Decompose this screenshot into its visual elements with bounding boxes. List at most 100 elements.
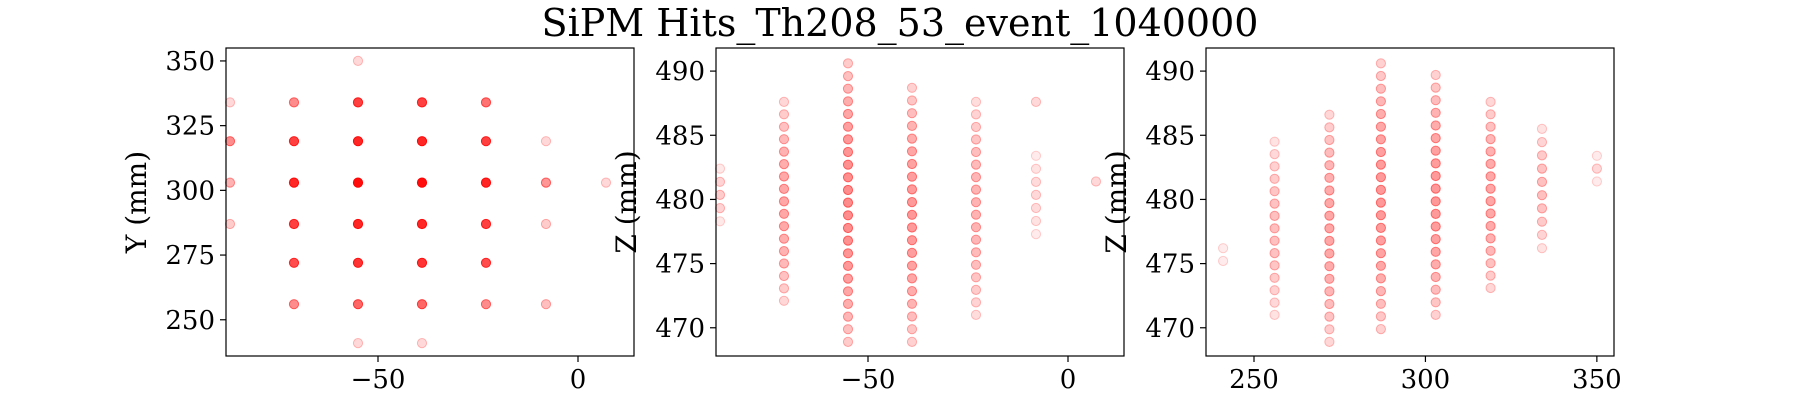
axes-frame bbox=[715, 47, 1125, 357]
data-point bbox=[1030, 202, 1042, 214]
data-point bbox=[416, 338, 428, 349]
data-point bbox=[1430, 309, 1441, 320]
data-point bbox=[1269, 260, 1280, 271]
x-tick-label: −50 bbox=[351, 365, 406, 395]
y-tick-label: 350 bbox=[165, 47, 215, 77]
data-point bbox=[1430, 246, 1441, 257]
data-point bbox=[842, 235, 854, 246]
data-point bbox=[540, 299, 552, 310]
y-tick-label: 475 bbox=[655, 250, 705, 280]
data-point bbox=[1030, 96, 1042, 108]
data-point bbox=[778, 134, 790, 145]
data-point bbox=[842, 58, 854, 69]
data-point bbox=[1324, 122, 1335, 133]
data-point bbox=[480, 136, 492, 147]
data-point bbox=[1269, 210, 1280, 221]
x-tick-label: 0 bbox=[570, 365, 587, 395]
axes-frame bbox=[225, 47, 635, 357]
data-point bbox=[1485, 282, 1496, 294]
data-point bbox=[842, 121, 854, 132]
data-point bbox=[906, 311, 918, 322]
data-point bbox=[714, 189, 726, 200]
data-point bbox=[1218, 255, 1229, 267]
data-point bbox=[778, 146, 790, 157]
data-point bbox=[842, 197, 854, 208]
data-point bbox=[1030, 150, 1042, 161]
data-point bbox=[1375, 96, 1387, 107]
y-tick-label: 490 bbox=[1145, 57, 1195, 87]
data-point bbox=[1430, 271, 1441, 283]
axes-frame bbox=[1205, 47, 1615, 357]
data-point bbox=[416, 136, 428, 147]
data-point bbox=[540, 136, 552, 147]
y-tick-label: 480 bbox=[655, 185, 705, 215]
data-point bbox=[906, 197, 918, 208]
data-point bbox=[1269, 161, 1280, 172]
data-point bbox=[970, 284, 982, 295]
data-point bbox=[352, 55, 364, 67]
data-point bbox=[970, 234, 982, 245]
data-point bbox=[842, 134, 854, 145]
data-point bbox=[1030, 176, 1042, 187]
data-point bbox=[288, 257, 300, 268]
data-point bbox=[970, 121, 982, 133]
data-point bbox=[1591, 150, 1603, 161]
data-point bbox=[842, 96, 854, 107]
data-point bbox=[842, 159, 854, 170]
data-point bbox=[778, 246, 790, 257]
data-point bbox=[970, 222, 982, 233]
data-point bbox=[778, 270, 790, 282]
data-point bbox=[1591, 176, 1603, 187]
data-point bbox=[1430, 284, 1441, 295]
y-tick-label: 490 bbox=[655, 57, 705, 87]
data-point bbox=[1324, 311, 1335, 322]
data-point bbox=[778, 159, 790, 170]
data-point bbox=[906, 158, 918, 170]
data-point bbox=[842, 286, 854, 297]
data-point bbox=[1430, 158, 1441, 169]
data-point bbox=[1324, 223, 1335, 234]
data-point bbox=[842, 324, 854, 335]
data-point bbox=[1591, 163, 1603, 174]
data-point bbox=[1269, 198, 1280, 209]
data-point bbox=[416, 299, 428, 310]
data-point bbox=[1324, 286, 1335, 297]
y-tick-label: 275 bbox=[165, 241, 215, 271]
data-point bbox=[1485, 158, 1496, 169]
data-point bbox=[480, 97, 492, 108]
data-point bbox=[970, 146, 982, 158]
data-point bbox=[714, 163, 726, 174]
data-point bbox=[970, 109, 982, 120]
data-point bbox=[970, 272, 982, 283]
data-point bbox=[906, 133, 918, 144]
data-point bbox=[1324, 261, 1335, 272]
data-point bbox=[1485, 134, 1496, 145]
data-point bbox=[1324, 235, 1335, 246]
y-tick-label: 325 bbox=[165, 112, 215, 142]
data-point bbox=[778, 171, 790, 182]
data-point bbox=[714, 203, 726, 214]
data-point bbox=[1536, 190, 1548, 201]
data-point bbox=[1269, 136, 1280, 147]
data-point bbox=[1324, 298, 1335, 310]
data-point bbox=[906, 273, 918, 284]
data-point bbox=[1030, 229, 1042, 240]
data-point bbox=[1375, 298, 1387, 309]
data-point bbox=[1430, 170, 1441, 182]
figure-title: SiPM Hits_Th208_53_event_1040000 bbox=[541, 1, 1259, 45]
x-tick-label: 300 bbox=[1401, 365, 1451, 395]
data-point bbox=[1430, 120, 1441, 131]
y-tick-label: 250 bbox=[165, 306, 215, 336]
data-point bbox=[1536, 229, 1548, 240]
data-point bbox=[842, 83, 854, 94]
data-point bbox=[1430, 259, 1441, 270]
data-point bbox=[778, 233, 790, 244]
data-point bbox=[1375, 273, 1387, 284]
panel-2: −50 0 470 475 480 485 490 Z (mm) bbox=[610, 47, 1125, 395]
data-point bbox=[1324, 134, 1335, 146]
data-point bbox=[842, 172, 854, 183]
data-point bbox=[1375, 235, 1387, 246]
data-point bbox=[778, 208, 790, 219]
data-point bbox=[714, 216, 726, 227]
data-point bbox=[480, 177, 492, 188]
